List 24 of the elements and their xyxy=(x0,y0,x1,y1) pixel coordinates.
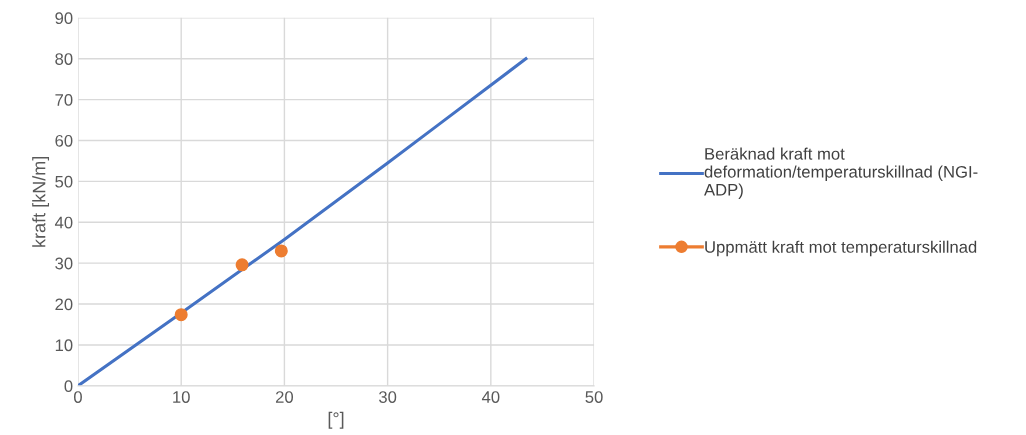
y-tick-label: 50 xyxy=(55,175,73,188)
x-tick-label: 10 xyxy=(173,391,190,403)
y-tick-label: 20 xyxy=(55,298,73,311)
x-tick-label: 40 xyxy=(481,391,500,403)
legend-label: Beräknad kraft mot deformation/temperaturskillnad (NGI- ADP) xyxy=(704,147,978,199)
y-tick-label: 30 xyxy=(55,257,73,270)
line-series xyxy=(77,57,528,386)
point xyxy=(174,308,188,322)
x-tick-label: 30 xyxy=(378,391,397,403)
legend-label: Uppmätt kraft mot temperaturskillnad xyxy=(705,240,977,257)
x-tick-label: 0 xyxy=(73,391,82,403)
x-tick-label: 50 xyxy=(585,391,603,403)
y-tick-label: 80 xyxy=(55,53,73,65)
y-tick-label: 90 xyxy=(55,12,73,25)
point xyxy=(274,244,288,258)
point xyxy=(235,258,249,272)
x-tick-label: 20 xyxy=(275,391,294,403)
y-tick-label: 70 xyxy=(55,94,73,106)
y-tick-label: 60 xyxy=(55,134,73,147)
y-tick-label: 0 xyxy=(64,380,73,393)
x-axis-title: [°] xyxy=(328,411,344,429)
y-tick-label: 10 xyxy=(55,339,73,352)
y-axis-title: kraft [kN/m] xyxy=(32,156,50,247)
y-tick-label: 40 xyxy=(54,216,73,229)
